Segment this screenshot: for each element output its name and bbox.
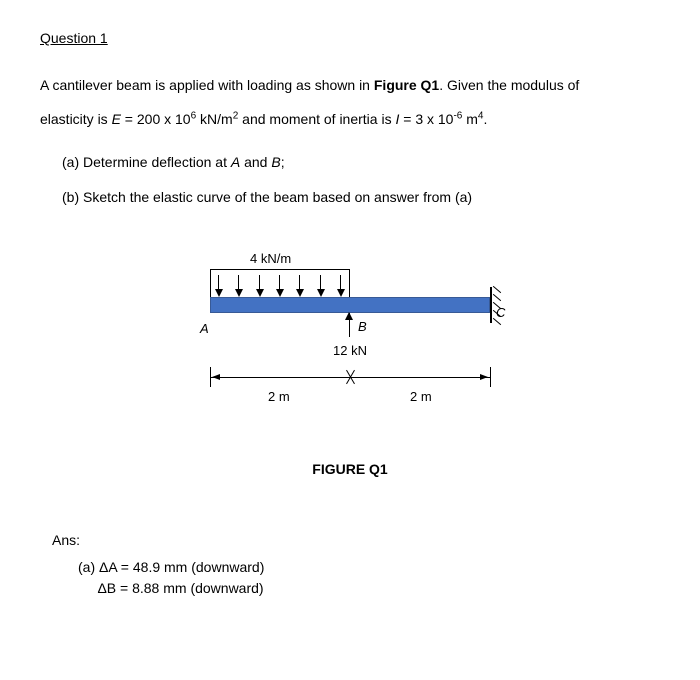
load-arrow-icon bbox=[235, 289, 243, 297]
distributed-load-arrows bbox=[210, 269, 350, 297]
load-arrow-icon bbox=[337, 289, 345, 297]
point-a-label: A bbox=[200, 319, 209, 339]
var-E: E bbox=[112, 111, 121, 127]
text: m bbox=[462, 111, 478, 127]
figure-reference: Figure Q1 bbox=[374, 77, 439, 93]
point-force-arrow-icon bbox=[349, 313, 350, 337]
text: (a) Determine deflection at bbox=[62, 154, 231, 170]
answer-line-a1: (a) ΔA = 48.9 mm (downward) bbox=[78, 557, 660, 578]
dimension-line bbox=[210, 377, 350, 378]
text: A cantilever beam is applied with loadin… bbox=[40, 77, 374, 93]
text: and moment of inertia is bbox=[238, 111, 395, 127]
problem-statement-line1: A cantilever beam is applied with loadin… bbox=[40, 71, 660, 99]
answer-block: Ans: (a) ΔA = 48.9 mm (downward) ΔB = 8.… bbox=[52, 530, 660, 599]
fixed-support-icon bbox=[490, 287, 492, 323]
text: . Given the modulus of bbox=[439, 77, 579, 93]
load-arrow-icon bbox=[215, 289, 223, 297]
beam bbox=[210, 297, 490, 313]
text: ; bbox=[281, 154, 285, 170]
dim-tick-icon bbox=[490, 367, 491, 387]
point-b-label: B bbox=[358, 317, 367, 337]
span1-label: 2 m bbox=[268, 387, 290, 407]
text: and bbox=[240, 154, 271, 170]
figure-caption: FIGURE Q1 bbox=[40, 459, 660, 480]
span2-label: 2 m bbox=[410, 387, 432, 407]
text: = 3 x 10 bbox=[399, 111, 453, 127]
sub-a: (a) Determine deflection at A and B; bbox=[62, 147, 660, 178]
load-arrow-icon bbox=[256, 289, 264, 297]
dimension-line bbox=[350, 377, 490, 378]
hatch-icon bbox=[493, 285, 501, 292]
subquestions: (a) Determine deflection at A and B; (b)… bbox=[62, 147, 660, 213]
text: = 200 x 10 bbox=[121, 111, 191, 127]
dim-arrow-icon bbox=[480, 374, 488, 380]
problem-statement-line2: elasticity is E = 200 x 106 kN/m2 and mo… bbox=[40, 105, 660, 133]
load-arrow-icon bbox=[317, 289, 325, 297]
pt-B: B bbox=[271, 154, 280, 170]
hatch-icon bbox=[493, 293, 501, 300]
load-arrow-icon bbox=[296, 289, 304, 297]
dim-arrow-icon bbox=[212, 374, 220, 380]
distributed-load-label: 4 kN/m bbox=[250, 249, 291, 269]
answer-heading: Ans: bbox=[52, 530, 660, 551]
text: kN/m bbox=[196, 111, 233, 127]
pt-A: A bbox=[231, 154, 240, 170]
answer-line-a2: ΔB = 8.88 mm (downward) bbox=[78, 578, 660, 599]
point-force-label: 12 kN bbox=[333, 341, 367, 361]
sub-b: (b) Sketch the elastic curve of the beam… bbox=[62, 182, 660, 213]
question-title: Question 1 bbox=[40, 28, 660, 49]
load-arrow-icon bbox=[276, 289, 284, 297]
text: elasticity is bbox=[40, 111, 112, 127]
text: . bbox=[483, 111, 487, 127]
figure-q1: 4 kN/m A B C 12 kN 2 m 2 m bbox=[190, 249, 510, 449]
